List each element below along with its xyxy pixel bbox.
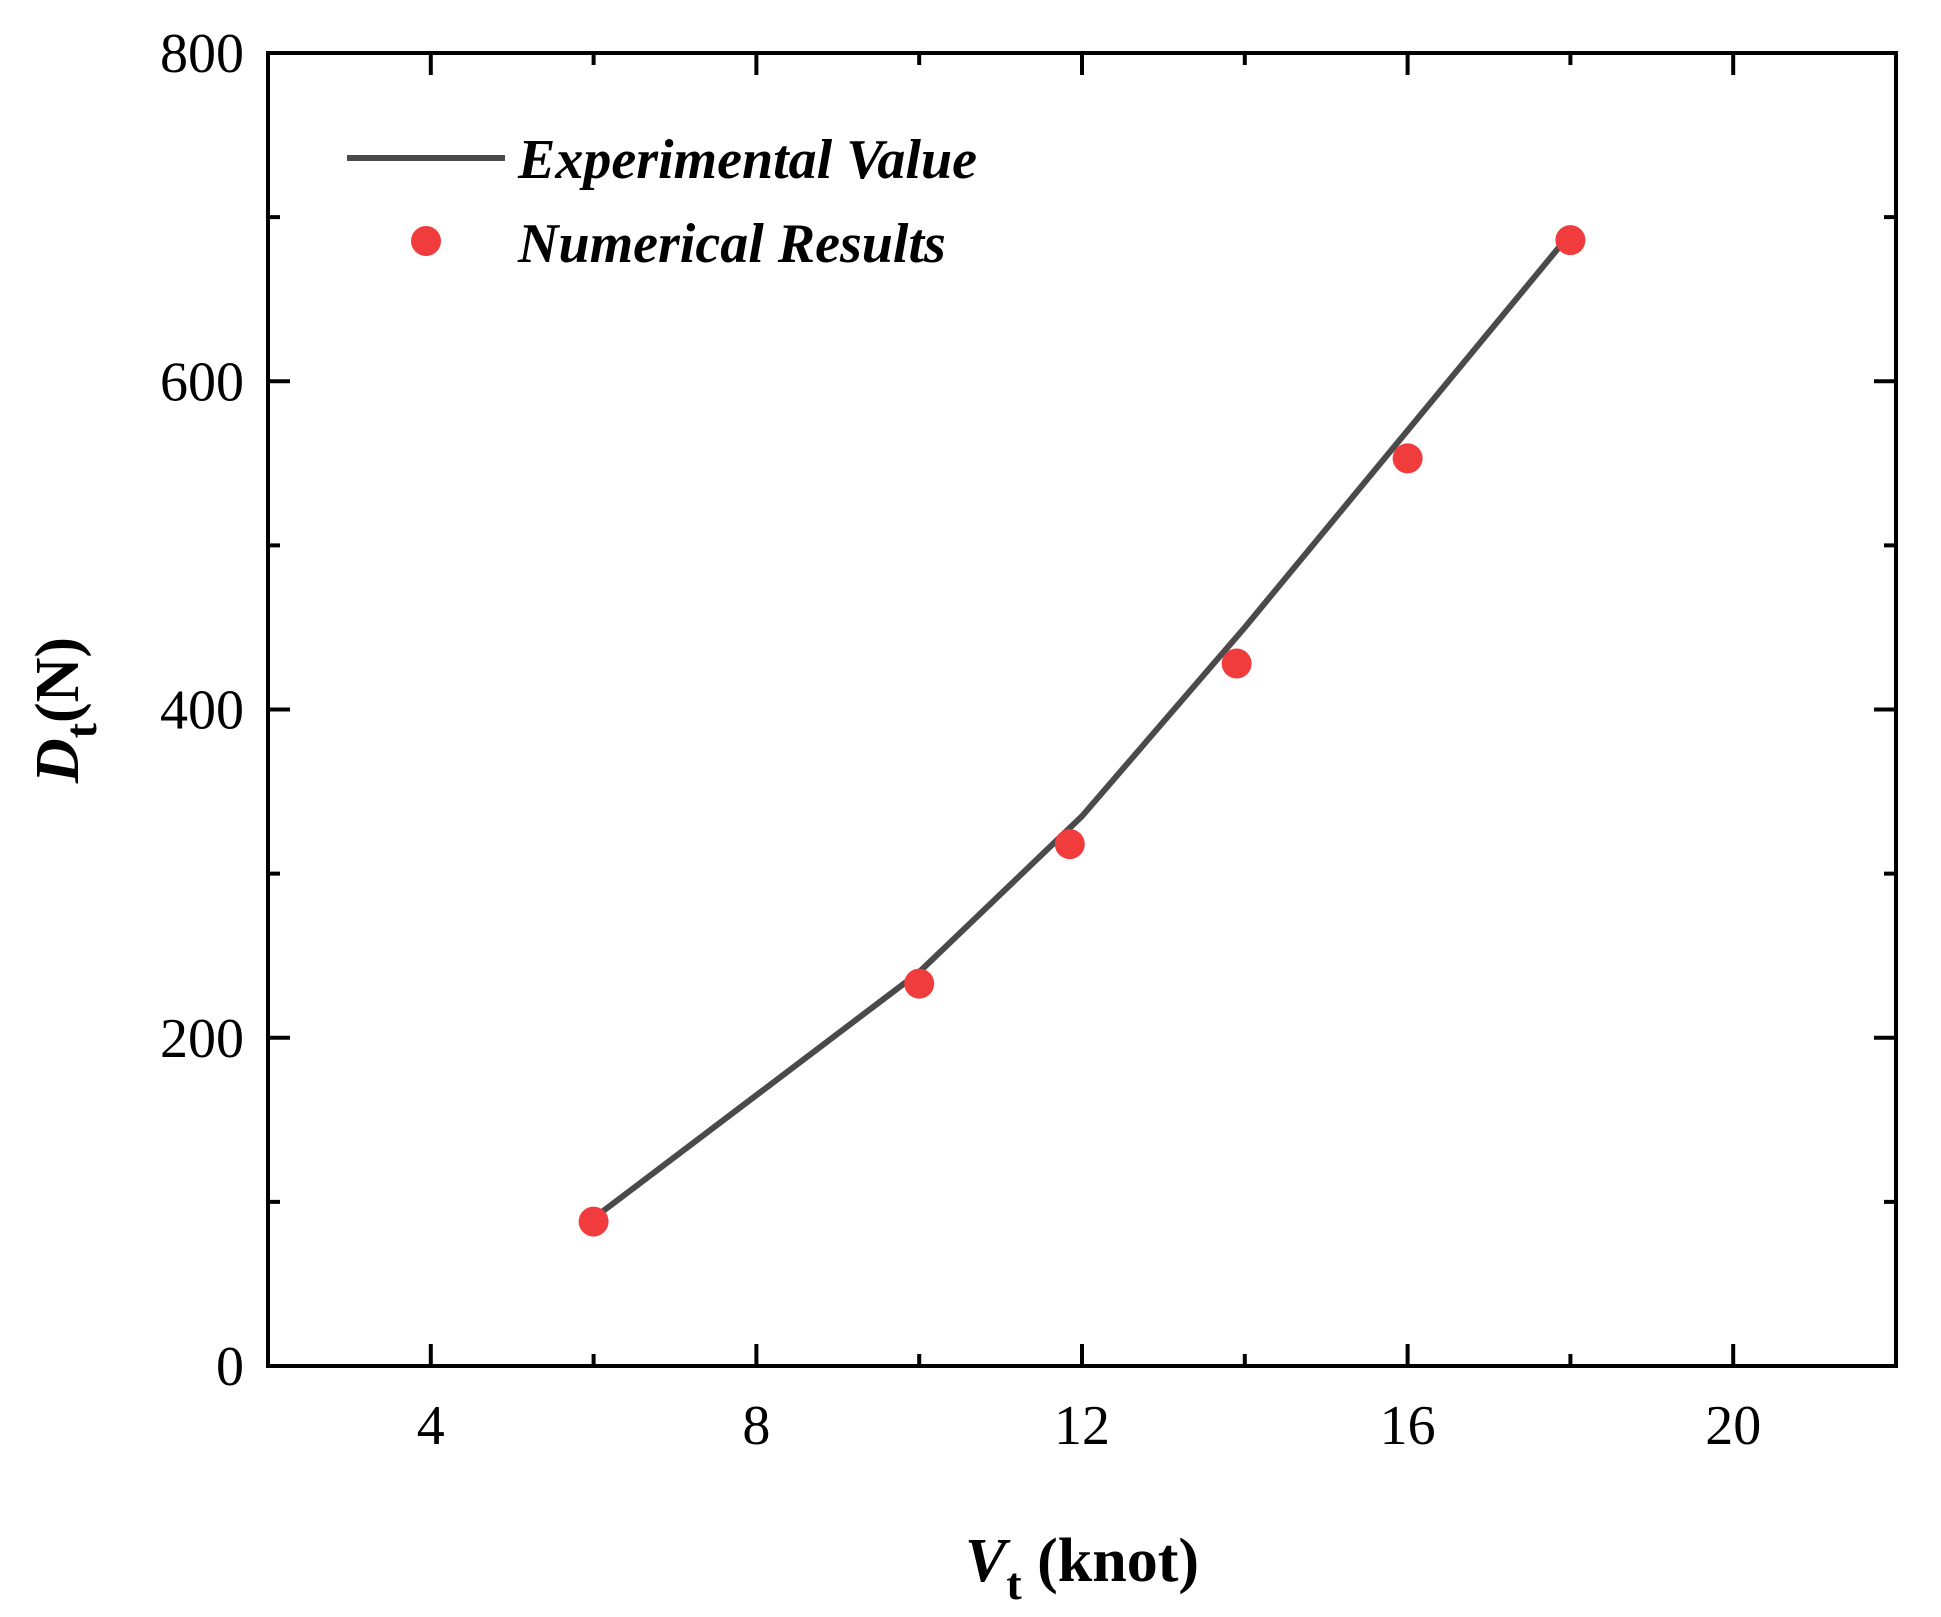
numerical-point: [1555, 225, 1586, 256]
x-axis-title-sub: t: [1006, 1558, 1022, 1609]
x-tick-label: 8: [742, 1395, 770, 1457]
series-layer: [578, 225, 1586, 1237]
y-tick-label: 800: [160, 23, 244, 85]
numerical-point: [1392, 443, 1423, 474]
y-tick-label: 400: [160, 680, 244, 742]
legend-label-experimental: Experimental Value: [517, 129, 977, 191]
y-tick-label: 200: [160, 1008, 244, 1070]
numerical-point: [578, 1206, 609, 1237]
ticks-layer: [268, 51, 1896, 1368]
legend: Experimental Value Numerical Results: [347, 129, 977, 275]
x-axis-title-unit: (knot): [1022, 1527, 1199, 1595]
x-axis-title: Vt (knot): [965, 1527, 1199, 1609]
y-axis-title-main: D: [24, 738, 92, 784]
y-axis-title-unit: (N): [24, 637, 92, 723]
x-tick-label: 16: [1380, 1395, 1436, 1457]
y-tick-label: 600: [160, 351, 244, 413]
numerical-point: [904, 968, 935, 999]
plot-frame: [266, 51, 1898, 1368]
legend-dot-sample: [411, 226, 441, 256]
y-axis-title: Dt(N): [24, 637, 106, 784]
x-tick-label: 20: [1705, 1395, 1761, 1457]
y-axis-title-sub: t: [55, 722, 106, 738]
y-tick-label: 0: [216, 1336, 244, 1398]
x-axis-title-main: V: [965, 1527, 1011, 1595]
numerical-point: [1221, 648, 1252, 679]
x-tick-label: 12: [1054, 1395, 1110, 1457]
legend-label-numerical: Numerical Results: [517, 213, 946, 275]
numerical-point: [1054, 829, 1085, 860]
experimental-line: [591, 231, 1573, 1221]
x-tick-label: 4: [417, 1395, 445, 1457]
